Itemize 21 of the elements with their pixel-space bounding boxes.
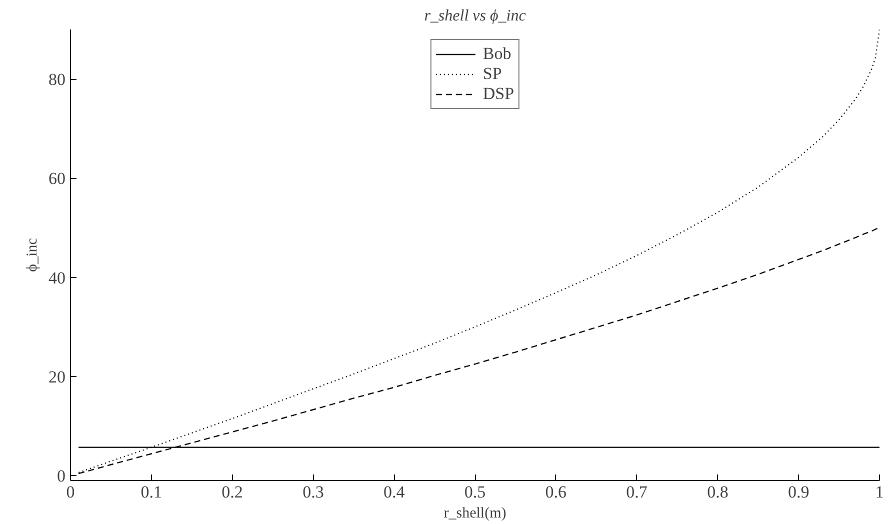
legend-label: Bob <box>482 44 512 64</box>
y-tick-label: 80 <box>48 70 66 90</box>
x-tick-label: 0.1 <box>140 482 162 502</box>
legend-label: DSP <box>482 84 514 104</box>
y-tick-label: 60 <box>48 169 66 188</box>
x-tick-label: 0.8 <box>707 482 728 502</box>
y-tick-label: 0 <box>57 466 66 486</box>
x-tick-label: 0.2 <box>222 482 243 502</box>
x-tick-label: 0.5 <box>464 482 486 502</box>
legend-label: SP <box>482 64 503 84</box>
chart-title: r_shell vs ϕ_inc <box>424 8 526 24</box>
y-tick-label: 20 <box>48 367 66 386</box>
x-axis-title: r_shell(m) <box>444 506 506 522</box>
y-axis-title: ϕ_inc <box>24 238 40 272</box>
x-tick-label: 0.4 <box>383 482 406 502</box>
x-tick-label: 0.3 <box>302 482 324 502</box>
x-tick-label: 0.6 <box>545 482 567 502</box>
x-tick-label: 0.9 <box>788 482 810 502</box>
y-tick-label: 40 <box>48 268 66 288</box>
x-tick-label: 0.7 <box>626 482 648 502</box>
x-tick-label: 1 <box>875 482 884 502</box>
